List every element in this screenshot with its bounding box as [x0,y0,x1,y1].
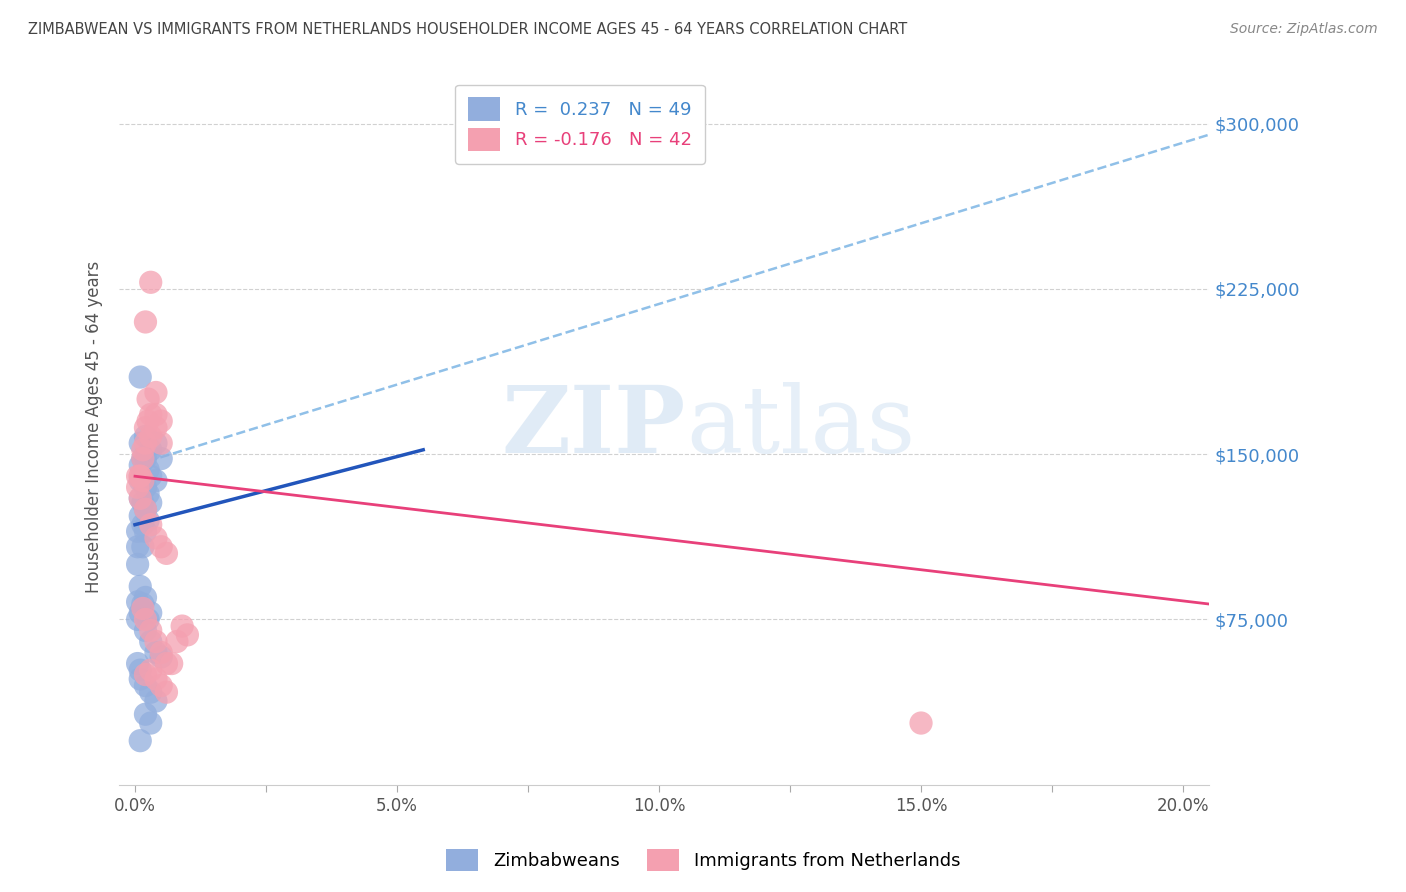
Point [145,421,167,435]
Point [136,612,159,626]
Point [136,462,159,476]
Point [139,442,162,457]
Point [150,414,173,428]
Legend: R =  0.237   N = 49, R = -0.176   N = 42: R = 0.237 N = 49, R = -0.176 N = 42 [456,85,704,163]
Point [132,451,155,466]
Point [155,546,177,560]
Text: ZIMBABWEAN VS IMMIGRANTS FROM NETHERLANDS HOUSEHOLDER INCOME AGES 45 - 64 YEARS : ZIMBABWEAN VS IMMIGRANTS FROM NETHERLAND… [28,22,907,37]
Point [132,601,155,615]
Point [134,421,156,435]
Point [145,634,167,648]
Point [136,513,159,527]
Point [132,496,155,510]
Point [129,606,152,620]
Point [129,474,152,488]
Point [134,591,156,605]
Point [129,579,152,593]
Point [132,474,155,488]
Point [132,597,155,611]
Point [132,517,155,532]
Point [166,634,188,648]
Point [139,275,162,289]
Point [160,657,183,671]
Point [150,646,173,660]
Point [150,436,173,450]
Point [127,612,149,626]
Point [127,595,149,609]
Point [127,524,149,539]
Y-axis label: Householder Income Ages 45 - 64 years: Householder Income Ages 45 - 64 years [86,260,103,593]
Point [145,672,167,686]
Point [129,469,152,483]
Point [134,480,156,494]
Point [136,487,159,501]
Point [145,646,167,660]
Text: Source: ZipAtlas.com: Source: ZipAtlas.com [1230,22,1378,37]
Point [134,429,156,443]
Point [129,663,152,677]
Point [129,733,152,747]
Point [155,657,177,671]
Point [134,451,156,466]
Point [132,540,155,554]
Point [139,716,162,731]
Point [150,451,173,466]
Text: ZIP: ZIP [502,382,686,472]
Point [132,451,155,466]
Point [129,370,152,384]
Point [139,663,162,677]
Point [145,385,167,400]
Point [134,612,156,626]
Point [136,414,159,428]
Point [132,474,155,488]
Point [145,436,167,450]
Point [134,502,156,516]
Point [134,707,156,722]
Point [129,458,152,473]
Point [145,531,167,545]
Point [134,502,156,516]
Point [134,679,156,693]
Point [136,392,159,406]
Point [139,496,162,510]
Point [139,408,162,422]
Text: atlas: atlas [686,382,915,472]
Point [145,694,167,708]
Point [127,657,149,671]
Point [139,469,162,483]
Point [134,667,156,681]
Point [139,429,162,443]
Point [129,672,152,686]
Point [145,474,167,488]
Point [145,408,167,422]
Point [129,491,152,506]
Legend: Zimbabweans, Immigrants from Netherlands: Zimbabweans, Immigrants from Netherlands [439,842,967,879]
Point [139,606,162,620]
Point [150,679,173,693]
Point [155,685,177,699]
Point [127,540,149,554]
Point [134,315,156,329]
Point [150,649,173,664]
Point [172,619,194,633]
Point [134,524,156,539]
Point [139,685,162,699]
Point [150,540,173,554]
Point [134,436,156,450]
Point [129,469,152,483]
Point [139,634,162,648]
Point [176,628,198,642]
Point [132,442,155,457]
Point [129,436,152,450]
Point [127,558,149,572]
Point [139,517,162,532]
Point [127,480,149,494]
Point [134,624,156,638]
Point [910,716,932,731]
Point [129,508,152,523]
Point [127,469,149,483]
Point [129,491,152,506]
Point [139,624,162,638]
